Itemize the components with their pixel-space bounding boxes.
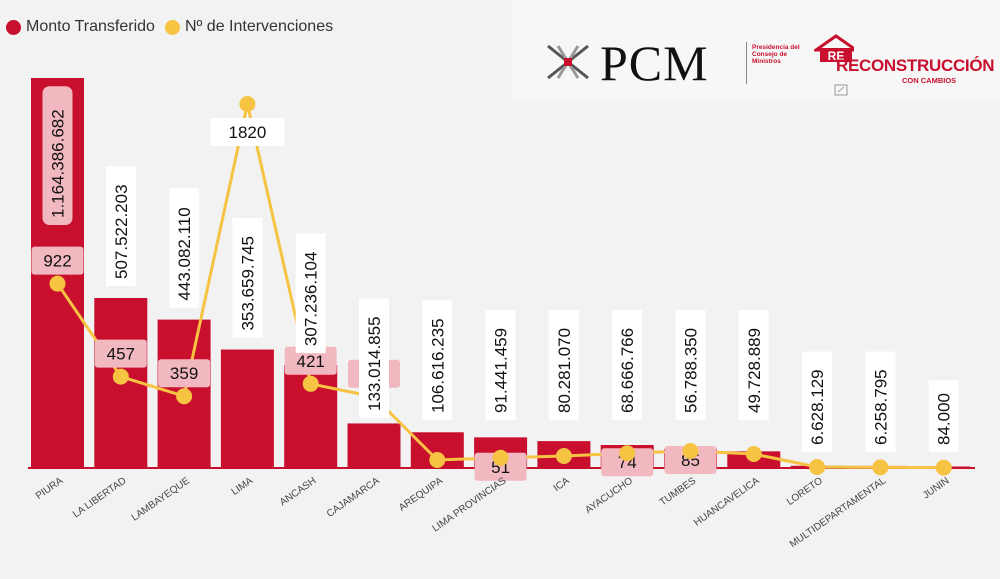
bar-3	[220, 349, 274, 468]
category-label-0: PIURA	[34, 475, 66, 502]
category-label-4: ANCASH	[278, 475, 318, 508]
pcm-subtitle: Presidencia del Consejo de Ministros	[752, 44, 800, 65]
category-label-6: AREQUIPA	[397, 475, 445, 513]
amount-label-14: 84.000	[935, 393, 954, 445]
count-label-4: 421	[297, 352, 325, 371]
amount-label-5: 133.014.855	[365, 316, 384, 411]
legend-label-intervenciones: Nº de Intervenciones	[184, 18, 334, 35]
count-label-1: 457	[107, 345, 135, 364]
amount-label-box-8	[548, 310, 579, 420]
amount-label-6: 106.616.235	[428, 318, 447, 413]
amount-label-12: 6.628.129	[808, 369, 827, 445]
amount-label-1: 507.522.203	[112, 184, 131, 279]
amount-label-box-2	[169, 187, 200, 308]
count-label-box-4	[284, 346, 337, 375]
amount-label-3: 353.659.745	[238, 236, 257, 331]
category-label-10: TUMBES	[658, 475, 699, 508]
amount-label-9: 68.666.766	[618, 328, 637, 413]
amount-label-13: 6.258.795	[871, 369, 890, 445]
count-label-3: 1820	[228, 123, 266, 142]
point-8	[555, 448, 572, 464]
category-label-9: AYACUCHO	[583, 475, 635, 516]
bar-5	[347, 423, 401, 468]
point-13	[872, 459, 889, 476]
point-1	[112, 368, 129, 385]
point-3	[239, 96, 256, 112]
count-label-box-1	[94, 339, 147, 368]
amount-label-4: 307.236.104	[302, 252, 321, 347]
amount-label-8: 80.281.070	[555, 328, 574, 413]
category-label-8: ICA	[552, 475, 572, 494]
logo-banner: PCM Presidencia del Consejo de Ministros…	[512, 0, 1000, 100]
category-label-1: LA LIBERTAD	[71, 475, 128, 520]
point-2	[176, 388, 193, 405]
category-label-12: LORETO	[785, 475, 825, 508]
amount-label-box-6	[422, 300, 453, 420]
reconstruccion-logo-text: RECONSTRUCCIÓN	[836, 56, 995, 75]
legend-label-monto: Monto Transferido	[26, 18, 155, 35]
category-label-14: JUNIN	[921, 475, 951, 501]
count-label-box-0	[31, 246, 84, 275]
amount-label-box-1	[105, 166, 136, 287]
count-label-box-9	[601, 448, 654, 477]
legend-dot-monto-icon	[6, 19, 21, 35]
reconstruccion-badge-text: RE	[828, 49, 845, 63]
point-11	[745, 446, 762, 462]
amount-label-box-9	[612, 310, 643, 420]
amount-label-box-11	[738, 310, 769, 420]
point-0	[49, 275, 66, 292]
reconstruccion-subtitle: CON CAMBIOS	[902, 76, 957, 85]
amount-label-box-7	[485, 310, 516, 420]
point-12	[809, 459, 826, 475]
legend-item-intervenciones[interactable]: Nº de Intervenciones	[164, 18, 334, 36]
count-label-2: 359	[170, 364, 198, 383]
pcm-separator	[746, 42, 747, 84]
count-label-box-3	[210, 118, 285, 146]
amount-label-2: 443.082.110	[175, 207, 194, 300]
point-14	[935, 459, 952, 476]
count-label-box-10	[664, 446, 717, 474]
expand-icon[interactable]	[834, 84, 848, 96]
amount-label-box-13	[865, 351, 896, 452]
amount-label-10: 56.788.350	[682, 328, 701, 413]
count-label-box-2	[158, 359, 211, 388]
amount-label-box-0	[42, 86, 73, 225]
legend: Monto Transferido Nº de Intervenciones	[6, 18, 343, 36]
legend-dot-intervenciones-icon	[164, 19, 180, 35]
amount-label-0: 1.164.386.682	[49, 109, 68, 218]
point-6	[429, 452, 446, 468]
amount-label-box-4	[295, 233, 326, 354]
amount-label-7: 91.441.459	[492, 328, 511, 413]
pcm-emblem-icon	[547, 44, 589, 80]
category-label-5: CAJAMARCA	[325, 475, 382, 520]
reconstruccion-house-icon: RE	[814, 34, 854, 63]
point-10	[682, 443, 699, 459]
amount-label-box-10	[675, 310, 706, 420]
amount-label-box-5	[359, 298, 389, 418]
point-9	[619, 445, 636, 462]
category-label-2: LAMBAYEQUE	[130, 475, 192, 523]
amount-label-box-12	[802, 351, 833, 452]
count-label-0: 922	[43, 252, 71, 271]
amount-label-box-14	[928, 380, 959, 452]
legend-item-monto[interactable]: Monto Transferido	[6, 18, 155, 36]
amount-label-box-3	[232, 217, 263, 338]
amount-label-11: 49.728.889	[745, 328, 764, 413]
count-label-box-7	[474, 452, 527, 481]
category-label-11: HUANCAVELICA	[692, 475, 762, 528]
point-4	[302, 375, 319, 392]
point-7	[492, 449, 509, 466]
pcm-logo-text: PCM	[600, 35, 709, 91]
category-label-3: LIMA	[230, 475, 256, 498]
